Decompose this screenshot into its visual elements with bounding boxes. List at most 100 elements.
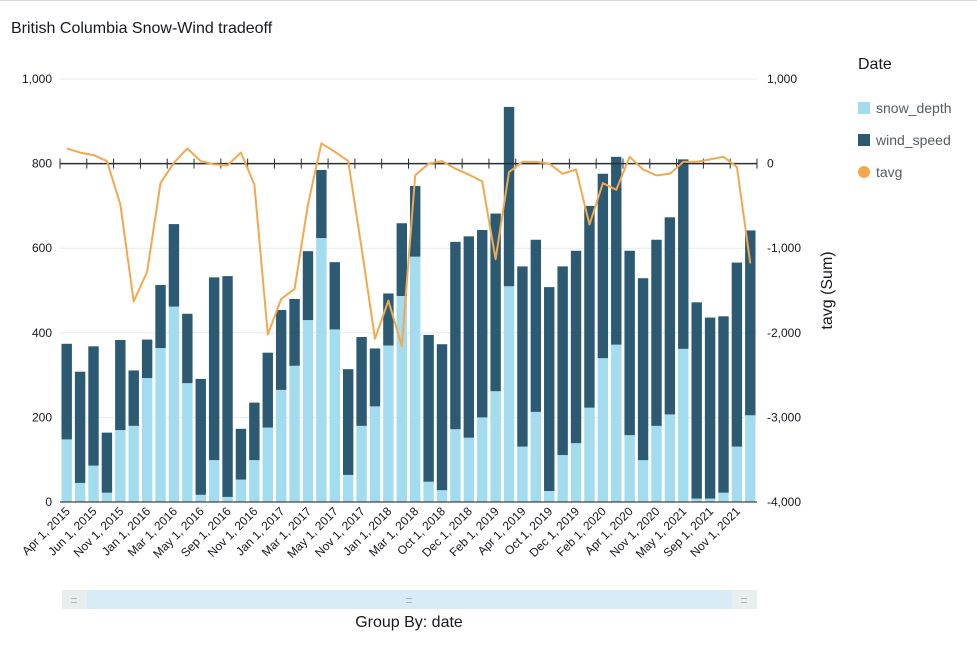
y-left-tick-label: 800 — [32, 157, 52, 171]
bar-snow-depth — [208, 460, 220, 502]
y-left-tick-label: 200 — [32, 410, 52, 424]
legend-item-tavg[interactable]: tavg — [858, 156, 952, 188]
snow-depth-swatch — [858, 102, 870, 114]
bar-snow-depth — [195, 494, 206, 502]
bar-wind-speed — [208, 277, 220, 461]
bar-wind-speed — [74, 371, 86, 483]
y-right-tick-label: 0 — [767, 157, 774, 171]
legend-title: Date — [858, 56, 892, 73]
bar-wind-speed — [235, 428, 247, 480]
bar-snow-depth — [356, 425, 367, 502]
bar-snow-depth — [168, 306, 180, 502]
bar-snow-depth — [678, 348, 689, 502]
bar-snow-depth — [342, 474, 354, 502]
bar-wind-speed — [356, 337, 367, 426]
bar-wind-speed — [168, 224, 180, 307]
bar-snow-depth — [423, 481, 434, 502]
bar-snow-depth — [597, 358, 609, 502]
y-left-tick-label: 0 — [45, 495, 52, 509]
y-left-tick-label: 400 — [32, 326, 52, 340]
y-right-tick-label: 1,000 — [767, 72, 797, 86]
bar-wind-speed — [128, 370, 139, 426]
bar-snow-depth — [222, 496, 233, 502]
bar-wind-speed — [731, 262, 743, 447]
bar-wind-speed — [530, 239, 542, 412]
y-right-tick-label: -4,000 — [767, 495, 801, 509]
chart-title: British Columbia Snow-Wind tradeoff — [11, 20, 273, 37]
bar-wind-speed — [410, 186, 421, 257]
bar-snow-depth — [704, 498, 716, 502]
bar-snow-depth — [584, 407, 595, 502]
bar-wind-speed — [249, 402, 260, 461]
bar-wind-speed — [155, 285, 166, 349]
y-left-tick-label: 600 — [32, 241, 52, 255]
bar-snow-depth — [477, 417, 488, 502]
bar-snow-depth — [61, 439, 72, 502]
bar-wind-speed — [289, 298, 300, 366]
bar-wind-speed — [517, 266, 528, 447]
bar-snow-depth — [289, 365, 300, 502]
chart-scrollbar-thumb[interactable] — [87, 590, 732, 609]
bar-wind-speed — [329, 262, 340, 330]
bar-wind-speed — [423, 334, 434, 482]
bar-wind-speed — [611, 156, 622, 345]
bar-snow-depth — [410, 256, 421, 502]
bar-wind-speed — [182, 313, 193, 384]
bar-wind-speed — [745, 230, 756, 416]
bar-wind-speed — [691, 302, 702, 499]
bar-snow-depth — [450, 429, 461, 502]
bar-wind-speed — [597, 173, 609, 359]
bar-wind-speed — [718, 316, 729, 493]
bar-snow-depth — [463, 437, 475, 502]
bar-wind-speed — [222, 276, 233, 497]
bar-wind-speed — [115, 339, 126, 431]
bar-snow-depth — [235, 479, 247, 502]
bar-wind-speed — [262, 352, 273, 428]
bar-wind-speed — [490, 213, 501, 392]
scrollbar-right-grip-icon[interactable] — [741, 598, 747, 603]
legend-item-snow-depth[interactable]: snow_depth — [858, 92, 952, 124]
bar-snow-depth — [436, 490, 448, 502]
bar-snow-depth — [611, 344, 622, 502]
legend-label: tavg — [876, 164, 903, 180]
tavg-swatch — [858, 166, 870, 178]
bar-wind-speed — [651, 239, 662, 426]
bar-snow-depth — [570, 443, 582, 502]
bar-wind-speed — [396, 223, 407, 296]
bar-snow-depth — [651, 425, 662, 502]
legend-item-wind-speed[interactable]: wind_speed — [858, 124, 952, 156]
bar-snow-depth — [544, 491, 555, 502]
bar-wind-speed — [678, 159, 689, 349]
bar-wind-speed — [570, 250, 582, 444]
bar-wind-speed — [342, 369, 354, 475]
bar-snow-depth — [517, 446, 528, 502]
y-right-tick-label: -3,000 — [767, 410, 801, 424]
bar-wind-speed — [195, 378, 206, 495]
bar-snow-depth — [557, 455, 568, 502]
bar-snow-depth — [383, 345, 394, 502]
bar-snow-depth — [74, 482, 86, 502]
bar-snow-depth — [664, 414, 676, 502]
scrollbar-left-grip-icon[interactable] — [71, 598, 77, 603]
bar-wind-speed — [544, 287, 555, 492]
legend: Date snow_depth wind_speed tavg — [858, 56, 952, 188]
bar-wind-speed — [275, 309, 287, 390]
bar-snow-depth — [691, 498, 702, 502]
bar-wind-speed — [637, 278, 649, 461]
legend-label: snow_depth — [876, 100, 952, 116]
bar-snow-depth — [718, 492, 729, 502]
bar-wind-speed — [101, 432, 113, 493]
y-right-tick-label: -1,000 — [767, 241, 801, 255]
bar-snow-depth — [490, 391, 501, 502]
top-divider — [0, 0, 977, 1]
legend-label: wind_speed — [876, 132, 951, 148]
bar-snow-depth — [115, 430, 126, 502]
bar-snow-depth — [249, 460, 260, 502]
bar-wind-speed — [664, 217, 676, 415]
bar-snow-depth — [745, 415, 756, 502]
bar-wind-speed — [302, 251, 314, 321]
scrollbar-center-grip-icon[interactable] — [406, 598, 412, 603]
bar-snow-depth — [624, 435, 635, 502]
bar-wind-speed — [316, 169, 327, 239]
